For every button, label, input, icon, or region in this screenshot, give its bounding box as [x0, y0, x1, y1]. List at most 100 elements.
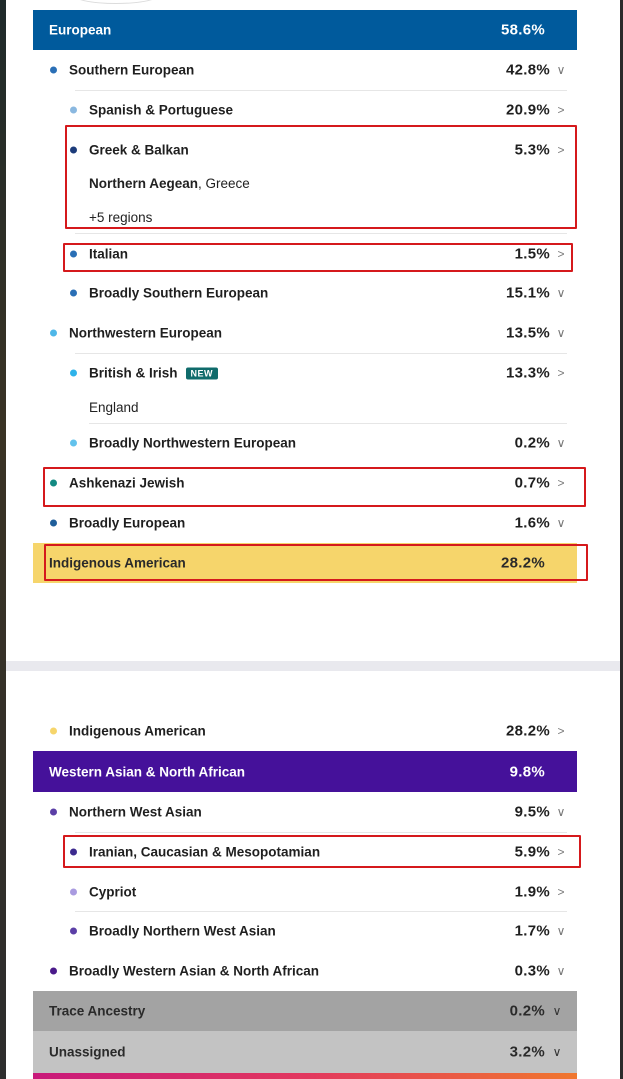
- chevron-down-icon[interactable]: ∨: [552, 1004, 562, 1018]
- chevron-down-icon[interactable]: ∨: [556, 516, 566, 530]
- chevron-down-icon[interactable]: ∨: [556, 805, 566, 819]
- northern-west-asian-row[interactable]: Northern West Asian 9.5% ∨: [33, 792, 577, 832]
- chevron-right-icon[interactable]: >: [557, 724, 565, 738]
- trace-ancestry-pct: 0.2%: [509, 1002, 545, 1020]
- southern-european-dot: [50, 66, 57, 74]
- northern-west-asian-label: Northern West Asian: [69, 804, 202, 820]
- cypriot-label: Cypriot: [89, 884, 137, 900]
- wana-header[interactable]: Western Asian & North African 9.8%: [33, 751, 577, 792]
- broadly-southern-row[interactable]: Broadly Southern European 15.1% ∨: [33, 273, 577, 313]
- northern-west-asian-pct: 9.5%: [514, 803, 550, 821]
- region-name: Northern Aegean: [89, 176, 199, 191]
- indigenous-american-header[interactable]: Indigenous American 28.2%: [33, 543, 577, 583]
- broadly-nwa-dot: [70, 927, 77, 935]
- southern-european-row[interactable]: Southern European 42.8% ∨: [33, 50, 577, 90]
- british-irish-label-wrap: British & Irish NEW: [89, 365, 219, 381]
- broadly-northwestern-label: Broadly Northwestern European: [89, 435, 297, 451]
- chevron-right-icon[interactable]: >: [557, 885, 565, 899]
- chevron-down-icon[interactable]: ∨: [552, 1045, 562, 1059]
- european-header[interactable]: European 58.6%: [33, 10, 577, 50]
- northwestern-dot: [50, 329, 57, 337]
- greek-balkan-row[interactable]: Greek & Balkan 5.3% >: [33, 130, 577, 170]
- chevron-right-icon[interactable]: >: [557, 366, 565, 380]
- broadly-european-row[interactable]: Broadly European 1.6% ∨: [33, 503, 577, 543]
- iranian-row[interactable]: Iranian, Caucasian & Mesopotamian 5.9% >: [33, 832, 577, 872]
- divider: [75, 911, 567, 912]
- indigenous-american-label: Indigenous American: [69, 723, 206, 739]
- italian-row[interactable]: Italian 1.5% >: [33, 235, 577, 273]
- greek-balkan-label: Greek & Balkan: [89, 142, 189, 158]
- unassigned-header[interactable]: Unassigned 3.2% ∨: [33, 1031, 577, 1073]
- region-country: , Greece: [198, 176, 250, 191]
- northwestern-label: Northwestern European: [69, 325, 223, 341]
- indigenous-american-row[interactable]: Indigenous American 28.2% >: [33, 711, 577, 751]
- italian-dot: [70, 250, 77, 258]
- chevron-right-icon[interactable]: >: [557, 103, 565, 117]
- chevron-right-icon[interactable]: >: [557, 845, 565, 859]
- chevron-right-icon[interactable]: >: [557, 143, 565, 157]
- italian-pct: 1.5%: [514, 245, 550, 263]
- broadly-northwestern-dot: [70, 439, 77, 447]
- divider: [75, 90, 567, 91]
- divider: [89, 423, 567, 424]
- chevron-down-icon[interactable]: ∨: [556, 964, 566, 978]
- broadly-wana-dot: [50, 967, 57, 975]
- broadly-southern-pct: 15.1%: [505, 284, 550, 302]
- chevron-down-icon[interactable]: ∨: [556, 924, 566, 938]
- spanish-portuguese-row[interactable]: Spanish & Portuguese 20.9% >: [33, 90, 577, 130]
- chevron-down-icon[interactable]: ∨: [556, 63, 566, 77]
- british-irish-label: British & Irish: [89, 365, 178, 381]
- greek-balkan-region: Northern Aegean, Greece: [89, 176, 250, 191]
- chevron-down-icon[interactable]: ∨: [556, 326, 566, 340]
- cypriot-row[interactable]: Cypriot 1.9% >: [33, 872, 577, 912]
- broadly-northwestern-pct: 0.2%: [514, 434, 550, 452]
- chevron-down-icon[interactable]: ∨: [556, 286, 566, 300]
- british-irish-row[interactable]: British & Irish NEW 13.3% >: [33, 353, 577, 393]
- scroll-handle: [71, 0, 161, 4]
- broadly-wana-pct: 0.3%: [514, 962, 550, 980]
- spanish-portuguese-label: Spanish & Portuguese: [89, 102, 234, 118]
- next-section-header: [33, 1073, 577, 1079]
- broadly-european-dot: [50, 519, 57, 527]
- broadly-nwa-pct: 1.7%: [514, 922, 550, 940]
- ashkenazi-dot: [50, 479, 57, 487]
- ashkenazi-row[interactable]: Ashkenazi Jewish 0.7% >: [33, 463, 577, 503]
- trace-ancestry-label: Trace Ancestry: [49, 1003, 146, 1019]
- unassigned-pct: 3.2%: [509, 1043, 545, 1061]
- broadly-southern-label: Broadly Southern European: [89, 285, 269, 301]
- chevron-down-icon[interactable]: ∨: [556, 436, 566, 450]
- new-badge: NEW: [185, 367, 219, 380]
- british-irish-dot: [70, 369, 77, 377]
- ashkenazi-label: Ashkenazi Jewish: [69, 475, 185, 491]
- southern-european-label: Southern European: [69, 62, 195, 78]
- greek-balkan-pct: 5.3%: [514, 141, 550, 159]
- broadly-nwa-label: Broadly Northern West Asian: [89, 923, 276, 939]
- greek-balkan-dot: [70, 146, 77, 154]
- iranian-pct: 5.9%: [514, 843, 550, 861]
- broadly-wana-row[interactable]: Broadly Western Asian & North African 0.…: [33, 951, 577, 991]
- italian-label: Italian: [89, 246, 129, 262]
- cypriot-dot: [70, 888, 77, 896]
- indigenous-american-pct: 28.2%: [505, 722, 550, 740]
- broadly-northwestern-row[interactable]: Broadly Northwestern European 0.2% ∨: [33, 423, 577, 463]
- chevron-right-icon[interactable]: >: [557, 476, 565, 490]
- trace-ancestry-header[interactable]: Trace Ancestry 0.2% ∨: [33, 991, 577, 1031]
- panel-separator: [6, 661, 620, 671]
- more-regions-link[interactable]: +5 regions: [89, 210, 153, 225]
- ashkenazi-pct: 0.7%: [514, 474, 550, 492]
- divider: [75, 353, 567, 354]
- northwestern-row[interactable]: Northwestern European 13.5% ∨: [33, 313, 577, 353]
- broadly-nwa-row[interactable]: Broadly Northern West Asian 1.7% ∨: [33, 911, 577, 951]
- iranian-label: Iranian, Caucasian & Mesopotamian: [89, 844, 321, 860]
- northwestern-pct: 13.5%: [505, 324, 550, 342]
- indigenous-american-pct: 28.2%: [500, 554, 545, 572]
- northern-west-asian-dot: [50, 808, 57, 816]
- iranian-dot: [70, 848, 77, 856]
- chevron-right-icon[interactable]: >: [557, 247, 565, 261]
- broadly-european-label: Broadly European: [69, 515, 186, 531]
- broadly-wana-label: Broadly Western Asian & North African: [69, 963, 320, 979]
- southern-european-pct: 42.8%: [505, 61, 550, 79]
- broadly-european-pct: 1.6%: [514, 514, 550, 532]
- wana-pct: 9.8%: [509, 763, 545, 780]
- european-label: European: [49, 22, 112, 38]
